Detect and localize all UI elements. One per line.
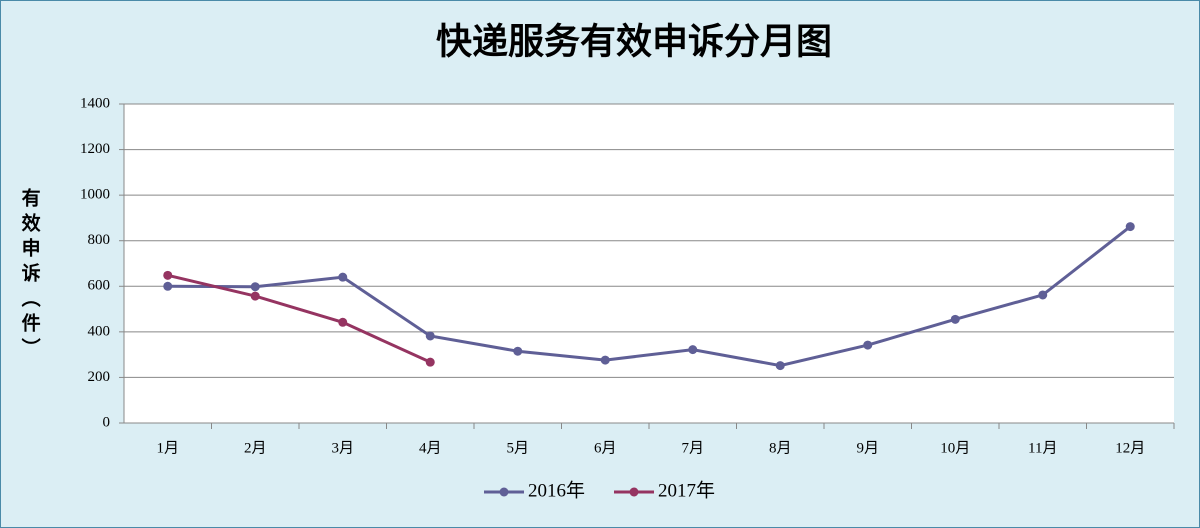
y-tick-label: 800 bbox=[88, 232, 111, 248]
chart-title: 快递服务有效申诉分月图 bbox=[436, 21, 832, 61]
data-point bbox=[863, 340, 873, 350]
x-tick-label: 9月 bbox=[856, 440, 879, 456]
legend-marker bbox=[629, 487, 639, 497]
y-tick-label: 1000 bbox=[80, 187, 110, 203]
data-point bbox=[1038, 290, 1048, 300]
y-tick-label: 0 bbox=[103, 414, 111, 430]
y-tick-label: 1200 bbox=[80, 141, 110, 157]
series-line bbox=[167, 225, 1132, 368]
x-tick-label: 8月 bbox=[769, 440, 792, 456]
series-line bbox=[167, 273, 431, 364]
legend-label: 2017年 bbox=[658, 479, 715, 501]
y-tick-label: 600 bbox=[88, 278, 111, 294]
data-point bbox=[600, 355, 610, 365]
y-tick-label: 200 bbox=[88, 369, 111, 385]
data-point bbox=[1125, 222, 1135, 232]
x-tick-label: 7月 bbox=[681, 440, 704, 456]
x-tick-label: 10月 bbox=[940, 440, 970, 456]
x-tick-label: 5月 bbox=[506, 440, 529, 456]
y-axis-label: 有效申诉（件） bbox=[19, 187, 41, 363]
data-point bbox=[425, 331, 435, 341]
data-point bbox=[775, 361, 785, 371]
y-tick-label: 1400 bbox=[80, 95, 110, 111]
x-tick-label: 4月 bbox=[419, 440, 442, 456]
data-point bbox=[513, 346, 523, 356]
data-point bbox=[950, 314, 960, 324]
data-point bbox=[338, 272, 348, 282]
x-tick-label: 3月 bbox=[331, 440, 354, 456]
x-tick-label: 11月 bbox=[1028, 440, 1057, 456]
data-point bbox=[338, 317, 348, 327]
data-point bbox=[250, 291, 260, 301]
x-tick-label: 2月 bbox=[244, 440, 267, 456]
legend-marker bbox=[499, 487, 509, 497]
data-point bbox=[688, 345, 698, 355]
plot-area bbox=[124, 104, 1174, 423]
data-point bbox=[163, 281, 173, 291]
x-tick-label: 6月 bbox=[594, 440, 617, 456]
data-point bbox=[250, 282, 260, 292]
x-tick-label: 12月 bbox=[1115, 440, 1145, 456]
legend-label: 2016年 bbox=[528, 479, 585, 501]
x-tick-label: 1月 bbox=[156, 440, 179, 456]
data-point bbox=[163, 270, 173, 280]
data-point bbox=[425, 357, 435, 367]
y-tick-label: 400 bbox=[88, 323, 111, 339]
